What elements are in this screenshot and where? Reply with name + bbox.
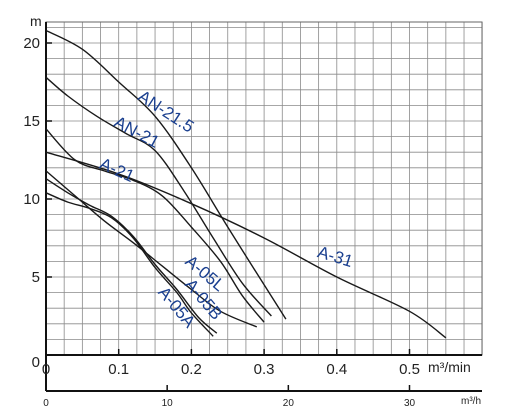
x2-tick-label: 20 [283, 398, 295, 409]
y-axis-unit: m [30, 13, 42, 29]
curve-a-05l [45, 170, 258, 328]
curves-layer [45, 29, 447, 339]
x2-tick-label: 0 [43, 398, 49, 409]
x2-tick-label: 10 [162, 398, 174, 409]
y-tick-label: 10 [23, 191, 40, 208]
chart-grid [45, 21, 483, 356]
y-tick-label: 15 [23, 113, 40, 130]
y-tick-label: 20 [23, 35, 40, 52]
curve-a-31 [45, 151, 447, 339]
curve-an-21-5 [45, 29, 287, 320]
tick-labels: 0 0.1 0.2 0.3 0.4 0.5 0 10 20 30 5 10 15 20 0 [23, 35, 420, 409]
x-tick-label: 0 [42, 361, 50, 378]
x-tick-label: 0.4 [326, 361, 347, 378]
y-tick-label: 0 [32, 354, 40, 371]
curve-a-05b [45, 178, 218, 334]
x-axis-unit-secondary: m³/h [461, 396, 481, 407]
curve-label-a-21: A-21 [97, 154, 138, 186]
x-axis-unit-primary: m³/min [428, 359, 471, 375]
curve-an-21 [45, 76, 272, 317]
x-tick-label: 0.1 [108, 361, 129, 378]
y-tick-label: 5 [32, 269, 40, 286]
curve-a-21 [45, 128, 265, 323]
x2-tick-label: 30 [404, 398, 416, 409]
curve-a-05a [45, 192, 214, 337]
x-tick-label: 0.5 [399, 361, 420, 378]
x-tick-label: 0.2 [181, 361, 202, 378]
curve-label-a-31: A-31 [315, 242, 355, 271]
x-tick-label: 0.3 [254, 361, 275, 378]
